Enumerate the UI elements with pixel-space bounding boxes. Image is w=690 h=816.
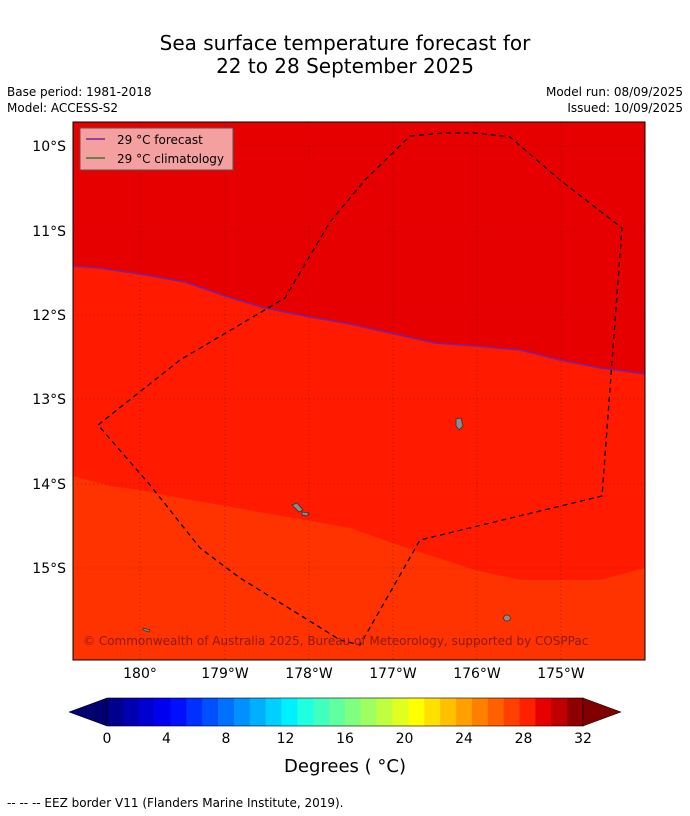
- colorbar-segment: [440, 698, 457, 726]
- lon-label: 180°: [123, 666, 157, 682]
- colorbar-segment: [424, 698, 441, 726]
- forecast-29c-contour: [72, 265, 646, 375]
- copyright-text: © Commonwealth of Australia 2025, Bureau…: [83, 634, 588, 648]
- colorbar-segments: [106, 697, 584, 727]
- map-frame: [72, 121, 646, 661]
- island-1: [455, 417, 464, 431]
- colorbar-segment: [122, 698, 140, 726]
- colorbar-segment: [281, 698, 298, 726]
- issued-date: Issued: 10/09/2025: [567, 101, 683, 115]
- colorbar-segment: [487, 698, 504, 726]
- graticule: [73, 122, 645, 660]
- colorbar-segment: [297, 698, 314, 726]
- colorbar-segment: [535, 698, 552, 726]
- legend-label-forecast: 29 °C forecast: [117, 133, 203, 147]
- legend-label-climatology: 29 °C climatology: [117, 152, 224, 166]
- colorbar-segment: [202, 698, 219, 726]
- eez-border: [97, 132, 623, 646]
- model-run: Model run: 08/09/2025: [545, 85, 683, 99]
- lat-label: 13°S: [32, 392, 66, 408]
- island-4: [503, 614, 511, 622]
- island-5: [142, 627, 151, 633]
- sst-zone-low: [73, 476, 645, 660]
- island-2: [291, 502, 304, 513]
- cb-tick: 24: [455, 731, 473, 747]
- island-3: [301, 511, 310, 517]
- model-name: Model: ACCESS-S2: [7, 101, 119, 115]
- colorbar-segment: [249, 698, 266, 726]
- colorbar: 0 4 8 12 16 20 24 28 32 Degrees ( °C): [68, 697, 622, 777]
- lat-label: 11°S: [32, 224, 66, 240]
- lon-label: 179°W: [201, 666, 249, 682]
- cb-tick: 16: [336, 731, 354, 747]
- colorbar-segment: [392, 698, 409, 726]
- colorbar-tick-labels: 0 4 8 12 16 20 24 28 32: [103, 731, 592, 747]
- sst-field: [73, 122, 645, 660]
- lat-label: 12°S: [32, 308, 66, 324]
- lat-label: 15°S: [32, 561, 66, 577]
- colorbar-segment: [265, 698, 282, 726]
- colorbar-segment: [329, 698, 346, 726]
- colorbar-segment: [471, 698, 489, 726]
- colorbar-segment: [360, 698, 378, 726]
- title-line-2: 22 to 28 September 2025: [216, 54, 474, 78]
- colorbar-segment: [170, 698, 187, 726]
- cb-tick: 20: [396, 731, 414, 747]
- lat-label: 10°S: [32, 139, 66, 155]
- colorbar-segment: [313, 698, 330, 726]
- lon-label: 175°W: [537, 666, 585, 682]
- lon-label: 176°W: [453, 666, 501, 682]
- cb-tick: 12: [277, 731, 295, 747]
- colorbar-segment: [503, 698, 520, 726]
- cb-tick: 0: [103, 731, 112, 747]
- colorbar-segment: [345, 698, 362, 726]
- latitude-labels: 10°S 11°S 12°S 13°S 14°S 15°S: [32, 139, 66, 577]
- colorbar-label: Degrees ( °C): [284, 756, 406, 777]
- colorbar-segment: [567, 698, 584, 726]
- colorbar-segment: [519, 698, 536, 726]
- cb-tick: 32: [574, 731, 592, 747]
- colorbar-segment: [186, 698, 203, 726]
- cb-tick: 8: [222, 731, 231, 747]
- colorbar-segment: [233, 698, 251, 726]
- map-legend: 29 °C forecast 29 °C climatology: [79, 127, 234, 171]
- cb-tick: 28: [515, 731, 533, 747]
- lon-label: 178°W: [285, 666, 333, 682]
- colorbar-segment: [218, 698, 235, 726]
- eez-footnote: -- -- -- EEZ border V11 (Flanders Marine…: [7, 796, 344, 810]
- base-period: Base period: 1981-2018: [7, 85, 152, 99]
- colorbar-segment: [456, 698, 473, 726]
- lon-label: 177°W: [369, 666, 417, 682]
- cb-tick: 4: [162, 731, 171, 747]
- colorbar-segment: [138, 698, 155, 726]
- colorbar-segment: [107, 698, 124, 726]
- colorbar-segment: [551, 698, 568, 726]
- colorbar-segment: [376, 698, 393, 726]
- colorbar-segment: [154, 698, 171, 726]
- title-line-1: Sea surface temperature forecast for: [159, 31, 531, 55]
- colorbar-under-arrow: [68, 697, 108, 727]
- colorbar-over-arrow: [582, 697, 622, 727]
- longitude-labels: 180° 179°W 178°W 177°W 176°W 175°W: [123, 666, 585, 682]
- lat-label: 14°S: [32, 477, 66, 493]
- colorbar-segment: [408, 698, 425, 726]
- map-figure: 29 °C forecast 29 °C climatology © Commo…: [32, 121, 646, 777]
